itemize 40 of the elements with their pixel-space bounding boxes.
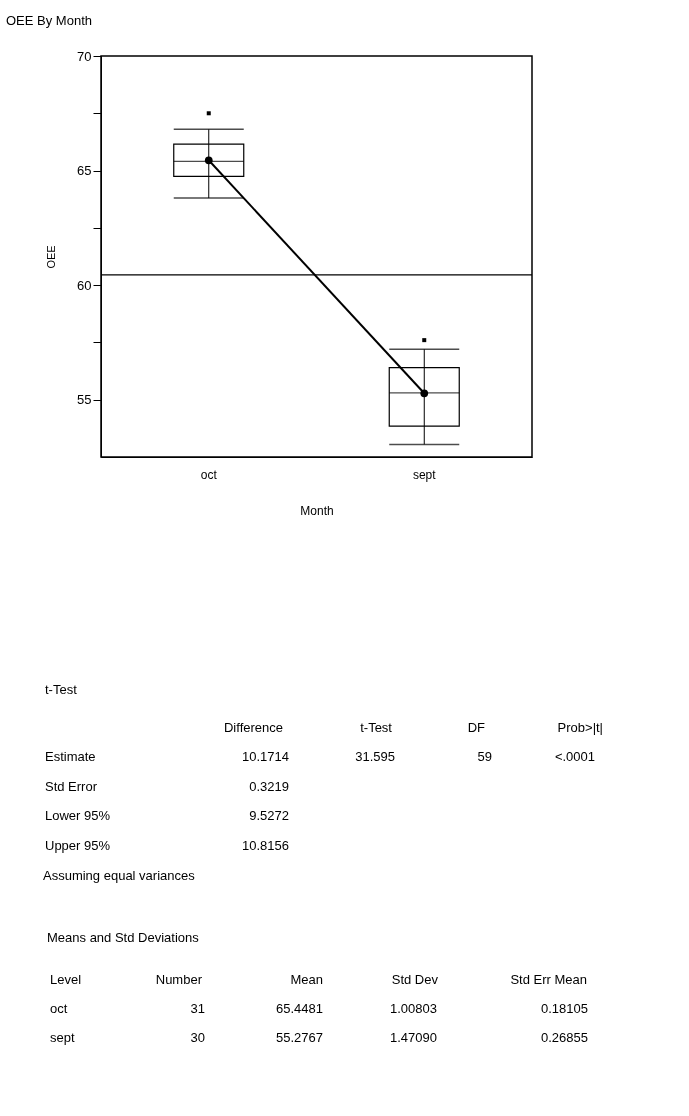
text: Mean: [290, 972, 323, 987]
text: sept: [50, 1030, 75, 1045]
y-tick-label: 70: [77, 48, 92, 64]
x-axis-title: Month: [300, 503, 334, 518]
text: Estimate: [45, 749, 96, 764]
text: 30: [190, 1030, 205, 1045]
y-tick-label: 55: [77, 392, 92, 408]
text: 10.8156: [242, 838, 289, 853]
text: oct: [50, 1001, 68, 1016]
text: 1.47090: [390, 1030, 437, 1045]
text: t-Test: [360, 720, 393, 735]
text: 1.00803: [390, 1001, 437, 1016]
text: Level: [50, 972, 82, 987]
text: DF: [467, 720, 486, 735]
text: 0.18105: [541, 1001, 588, 1016]
text: Difference: [223, 720, 283, 735]
text: 31.595: [355, 749, 395, 764]
text: Std Error: [45, 779, 98, 794]
y-axis-title: OEE: [45, 245, 58, 269]
y-tick-label: 60: [77, 277, 92, 293]
text: Std Dev: [391, 972, 439, 987]
text: <.0001: [554, 749, 595, 764]
text: 0.26855: [541, 1030, 588, 1045]
text: 55.2767: [276, 1030, 323, 1045]
text: Lower 95%: [45, 808, 111, 823]
text: t-Test: [45, 682, 78, 697]
text: Prob>|t|: [557, 720, 603, 735]
text: 0.3219: [249, 779, 289, 794]
text: 59: [477, 749, 492, 764]
text: 10.1714: [242, 749, 289, 764]
text: Std Err Mean: [510, 972, 587, 987]
text: Assuming equal variances: [43, 868, 196, 883]
text: 65.4481: [276, 1001, 323, 1016]
text: Upper 95%: [45, 838, 111, 853]
text: Number: [155, 972, 203, 987]
chart-title: OEE By Month: [6, 13, 92, 28]
y-tick-label: 65: [77, 163, 92, 179]
text: 31: [190, 1001, 205, 1016]
text: 9.5272: [249, 808, 289, 823]
text: Means and Std Deviations: [47, 930, 200, 945]
